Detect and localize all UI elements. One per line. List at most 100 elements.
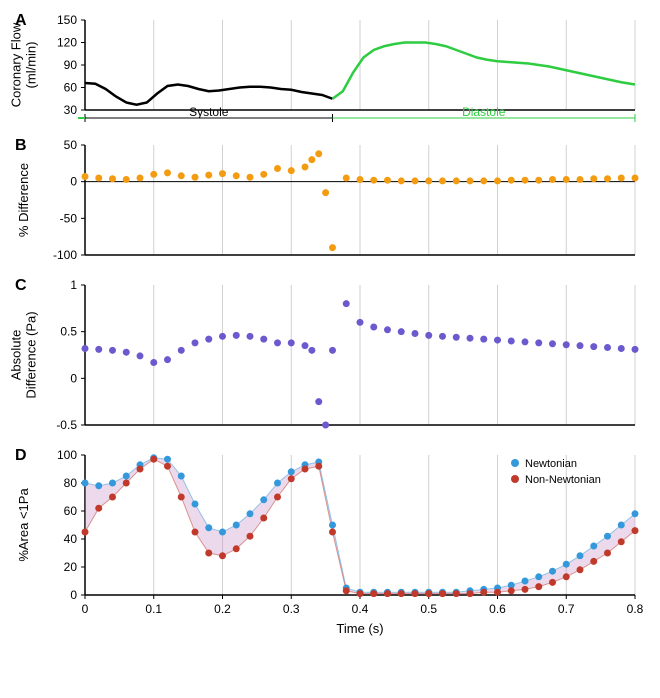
- svg-text:C: C: [15, 277, 27, 294]
- non-newtonian-point: [315, 463, 322, 470]
- abs-diff-point: [370, 324, 377, 331]
- svg-text:0.6: 0.6: [489, 602, 506, 616]
- abs-diff-point: [535, 339, 542, 346]
- non-newtonian-point: [439, 590, 446, 597]
- svg-text:0.2: 0.2: [214, 602, 231, 616]
- pct-diff-point: [357, 176, 364, 183]
- abs-diff-point: [604, 344, 611, 351]
- legend-non-newtonian: Non-Newtonian: [525, 474, 601, 486]
- non-newtonian-point: [82, 529, 89, 536]
- newtonian-point: [109, 480, 116, 487]
- svg-text:0.8: 0.8: [627, 602, 644, 616]
- abs-diff-point: [357, 319, 364, 326]
- non-newtonian-point: [453, 590, 460, 597]
- pct-diff-point: [439, 177, 446, 184]
- non-newtonian-point: [302, 466, 309, 473]
- newtonian-point: [563, 561, 570, 568]
- newtonian-point: [260, 496, 267, 503]
- abs-diff-point: [398, 328, 405, 335]
- pct-diff-point: [123, 176, 130, 183]
- abs-diff-point: [302, 342, 309, 349]
- newtonian-point: [95, 482, 102, 489]
- non-newtonian-point: [577, 566, 584, 573]
- non-newtonian-point: [260, 515, 267, 522]
- newtonian-point: [618, 522, 625, 529]
- svg-text:0: 0: [70, 371, 77, 385]
- svg-text:(ml/min): (ml/min): [24, 42, 39, 89]
- pct-diff-point: [219, 170, 226, 177]
- abs-diff-point: [274, 339, 281, 346]
- pct-diff-point: [384, 177, 391, 184]
- svg-text:Coronary Flow: Coronary Flow: [10, 22, 24, 107]
- abs-diff-point: [288, 339, 295, 346]
- non-newtonian-point: [522, 586, 529, 593]
- newtonian-point: [192, 501, 199, 508]
- newtonian-point: [329, 522, 336, 529]
- non-newtonian-point: [123, 480, 130, 487]
- non-newtonian-point: [219, 552, 226, 559]
- abs-diff-point: [137, 352, 144, 359]
- abs-diff-point: [247, 333, 254, 340]
- pct-diff-point: [109, 175, 116, 182]
- newtonian-point: [247, 510, 254, 517]
- pct-diff-point: [178, 172, 185, 179]
- pct-diff-point: [604, 175, 611, 182]
- pct-diff-point: [315, 150, 322, 157]
- panel-c: C-0.500.51AbsoluteDifference (Pa): [10, 277, 639, 432]
- svg-text:40: 40: [64, 532, 78, 546]
- abs-diff-point: [192, 339, 199, 346]
- svg-text:150: 150: [57, 13, 77, 27]
- svg-text:B: B: [15, 137, 27, 154]
- svg-text:0: 0: [82, 602, 89, 616]
- abs-diff-point: [467, 335, 474, 342]
- svg-text:80: 80: [64, 476, 78, 490]
- pct-diff-point: [632, 175, 639, 182]
- non-newtonian-point: [164, 463, 171, 470]
- pct-diff-point: [322, 189, 329, 196]
- svg-text:0.7: 0.7: [558, 602, 575, 616]
- svg-text:Absolute: Absolute: [10, 330, 24, 381]
- svg-text:90: 90: [64, 58, 78, 72]
- pct-diff-point: [247, 174, 254, 181]
- abs-diff-point: [453, 334, 460, 341]
- non-newtonian-point: [412, 590, 419, 597]
- newtonian-point: [274, 480, 281, 487]
- non-newtonian-point: [604, 550, 611, 557]
- abs-diff-point: [260, 336, 267, 343]
- newtonian-point: [577, 552, 584, 559]
- svg-text:100: 100: [57, 448, 77, 462]
- pct-diff-point: [549, 176, 556, 183]
- pct-diff-point: [590, 175, 597, 182]
- abs-diff-point: [618, 345, 625, 352]
- abs-diff-point: [425, 332, 432, 339]
- abs-diff-point: [522, 338, 529, 345]
- abs-diff-point: [632, 346, 639, 353]
- svg-text:D: D: [15, 447, 27, 464]
- pct-diff-point: [150, 171, 157, 178]
- non-newtonian-point: [247, 533, 254, 540]
- newtonian-point: [233, 522, 240, 529]
- non-newtonian-point: [288, 475, 295, 482]
- svg-text:120: 120: [57, 36, 77, 50]
- pct-diff-point: [329, 244, 336, 251]
- pct-diff-point: [260, 171, 267, 178]
- abs-diff-point: [508, 338, 515, 345]
- abs-diff-point: [577, 342, 584, 349]
- newtonian-point: [288, 468, 295, 475]
- pct-diff-point: [618, 175, 625, 182]
- newtonian-point: [82, 480, 89, 487]
- svg-text:0.3: 0.3: [283, 602, 300, 616]
- non-newtonian-point: [549, 579, 556, 586]
- svg-text:% Difference: % Difference: [16, 163, 31, 237]
- non-newtonian-point: [467, 590, 474, 597]
- non-newtonian-point: [535, 583, 542, 590]
- abs-diff-point: [233, 332, 240, 339]
- svg-text:1: 1: [70, 278, 77, 292]
- svg-text:-0.5: -0.5: [56, 418, 77, 432]
- abs-diff-point: [164, 356, 171, 363]
- pct-diff-point: [508, 177, 515, 184]
- abs-diff-point: [123, 349, 130, 356]
- panel-b: B-100-50050% Difference: [15, 137, 639, 262]
- newtonian-point: [590, 543, 597, 550]
- non-newtonian-point: [618, 538, 625, 545]
